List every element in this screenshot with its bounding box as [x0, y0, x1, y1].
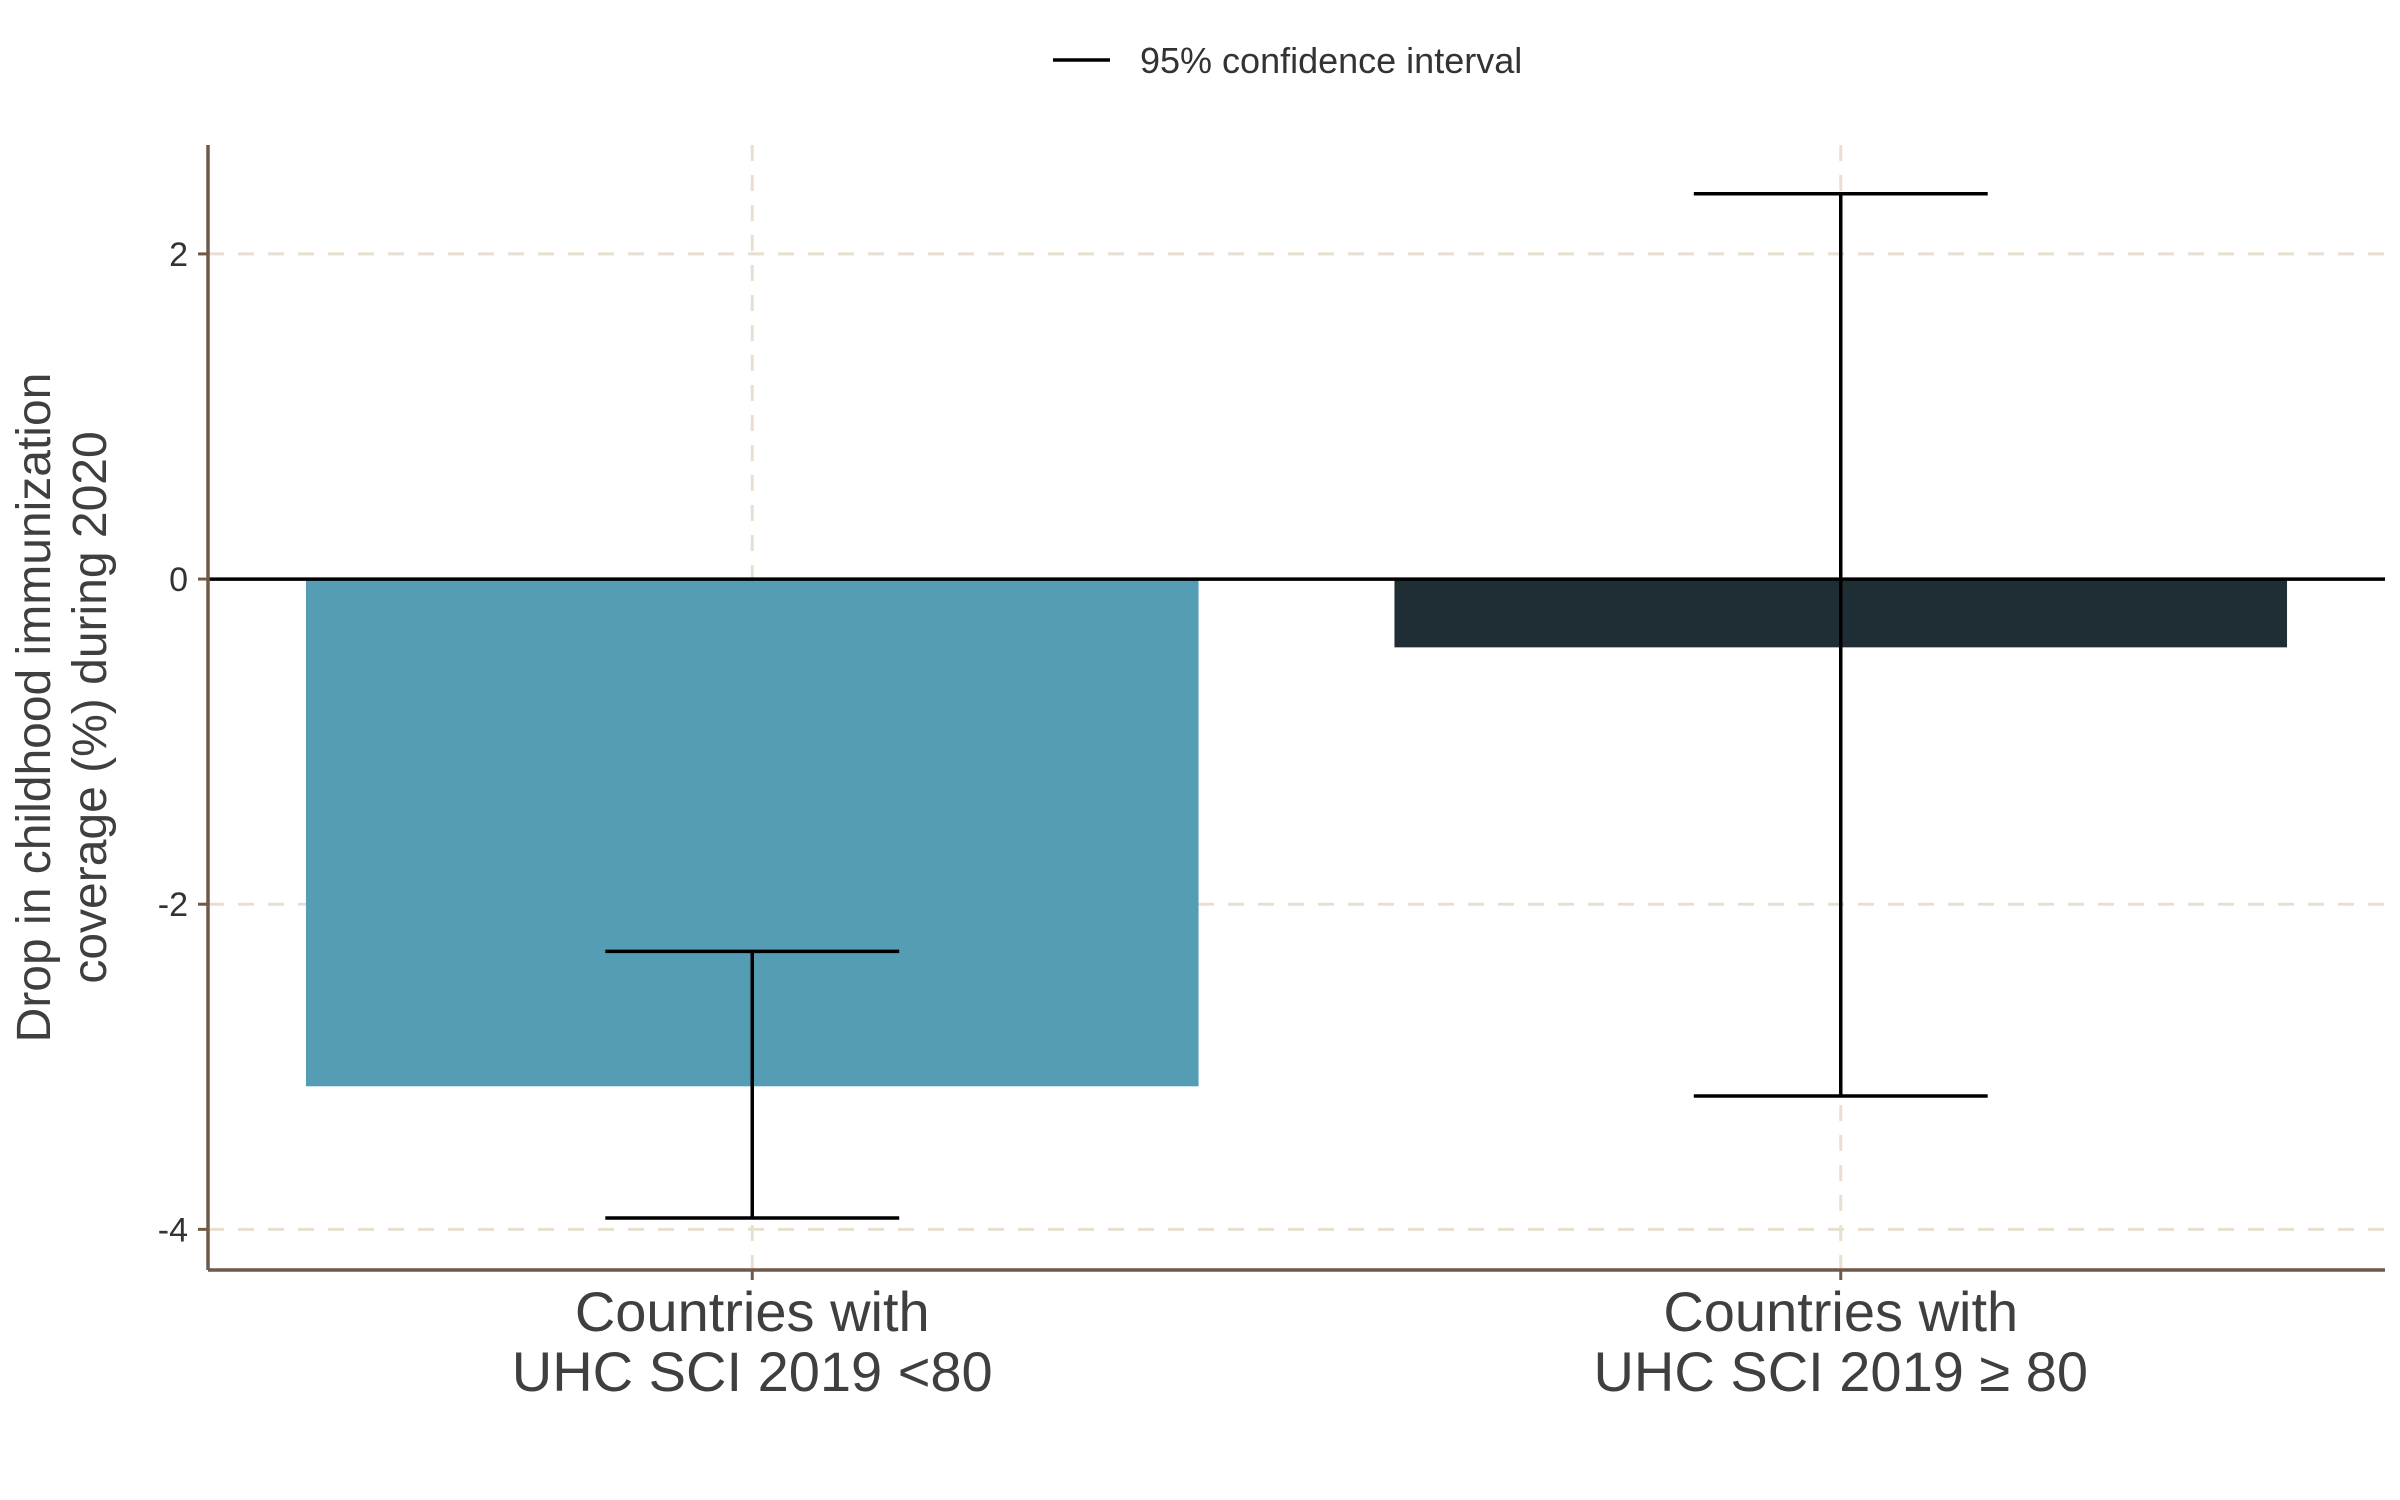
y-tick-label: 2: [169, 236, 188, 274]
y-tick-label: -4: [158, 1211, 188, 1249]
error-bar-1: [1693, 192, 1988, 1098]
bars-layer: [305, 579, 2288, 1087]
axis-layer: [198, 145, 2385, 1280]
error-bars-layer: [605, 192, 1988, 1220]
category-label-line: Countries with: [1663, 1280, 2018, 1343]
legend: 95% confidence interval: [1053, 40, 1522, 81]
x-category-labels: Countries with UHC SCI 2019 <80Countries …: [512, 1280, 2088, 1403]
category-label-line: UHC SCI 2019 <80: [512, 1340, 993, 1403]
x-category-label-1: Countries with UHC SCI 2019 ≥ 80: [1593, 1280, 2088, 1403]
category-label-line: Countries with: [575, 1280, 930, 1343]
error-bar-0: [605, 949, 900, 1220]
y-axis-label: Drop in childhood immunizationcoverage (…: [8, 373, 117, 1043]
y-tick-label: 0: [169, 561, 188, 599]
y-tick-labels: 2 0 -2 -4: [158, 236, 188, 1249]
x-category-label-0: Countries with UHC SCI 2019 <80: [512, 1280, 993, 1403]
y-axis-label-line: Drop in childhood immunization: [8, 373, 61, 1043]
y-tick-label: -2: [158, 886, 188, 924]
category-label-line: UHC SCI 2019 ≥ 80: [1593, 1340, 2088, 1403]
legend-label: 95% confidence interval: [1140, 40, 1522, 81]
y-axis-label-line: coverage (%) during 2020: [64, 431, 117, 983]
